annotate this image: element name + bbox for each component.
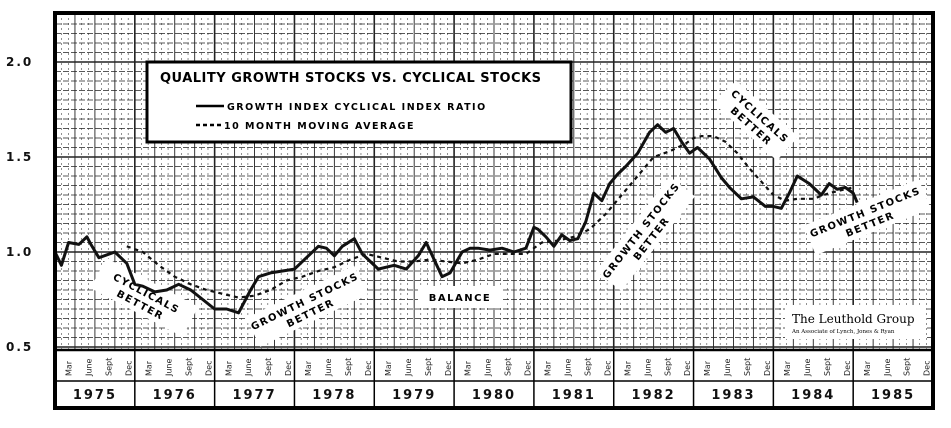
month-tick-label: Mar [65, 360, 74, 376]
brand-logo: The Leuthold Group An Associate of Lynch… [785, 305, 925, 339]
month-tick-label: Sept [105, 358, 114, 376]
month-tick-label: Mar [384, 360, 393, 376]
y-tick-label: 1.5 [6, 150, 33, 164]
legend-solid-label: GROWTH INDEX CYCLICAL INDEX RATIO [227, 102, 487, 113]
month-tick-label: June [883, 359, 892, 378]
ratio-line [53, 123, 859, 315]
y-tick-label: 1.0 [6, 245, 33, 259]
plot-lines [53, 123, 859, 315]
y-tick-label: 2.0 [6, 55, 33, 69]
month-tick-label: June [563, 359, 572, 378]
year-label: 1976 [153, 388, 197, 403]
month-tick-label: Mar [783, 360, 792, 376]
month-tick-label: June [484, 359, 493, 378]
month-tick-label: Mar [544, 360, 553, 376]
legend: QUALITY GROWTH STOCKS VS. CYCLICAL STOCK… [145, 60, 573, 144]
month-tick-label: Dec [284, 361, 293, 376]
y-tick-label: 0.5 [6, 340, 33, 354]
y-axis: 2.0 1.5 1.0 0.5 [6, 55, 33, 354]
month-tick-label: June [244, 359, 253, 378]
year-label: 1982 [632, 388, 676, 403]
month-tick-label: Dec [364, 361, 373, 376]
svg-text:An Associate of Lynch, Jones &: An Associate of Lynch, Jones & Ryan [791, 329, 895, 335]
month-tick-label: Mar [863, 360, 872, 376]
month-tick-label: Mar [224, 360, 233, 376]
month-tick-label: Dec [524, 361, 533, 376]
frame [53, 11, 935, 410]
month-tick-label: June [164, 359, 173, 378]
year-label: 1983 [711, 388, 755, 403]
month-tick-label: Dec [763, 361, 772, 376]
annotation-growth-better-1977: GROWTH STOCKS BETTER [246, 265, 369, 347]
month-tick-label: June [643, 359, 652, 378]
month-tick-label: Mar [703, 360, 712, 376]
month-tick-label: Dec [444, 361, 453, 376]
year-label: 1978 [312, 388, 356, 403]
month-tick-label: Sept [583, 358, 592, 376]
year-label: 1984 [791, 388, 835, 403]
month-tick-label: Mar [304, 360, 313, 376]
year-label: 1980 [472, 388, 516, 403]
month-tick-label: Dec [603, 361, 612, 376]
moving-average-line [126, 135, 854, 299]
month-tick-label: Sept [663, 358, 672, 376]
svg-text:BALANCE: BALANCE [429, 293, 492, 304]
month-tick-label: Sept [743, 358, 752, 376]
year-label: 1979 [392, 388, 436, 403]
year-label: 1975 [73, 388, 117, 403]
month-tick-label: Sept [344, 358, 353, 376]
month-tick-label: Dec [124, 361, 133, 376]
month-tick-label: June [723, 359, 732, 378]
month-tick-label: Dec [923, 361, 932, 376]
legend-dashed-label: 10 MONTH MOVING AVERAGE [224, 121, 415, 132]
month-tick-label: Dec [204, 361, 213, 376]
month-tick-label: Sept [184, 358, 193, 376]
month-tick-label: Mar [623, 360, 632, 376]
year-label: 1977 [232, 388, 276, 403]
month-tick-label: Dec [843, 361, 852, 376]
chart-title: QUALITY GROWTH STOCKS VS. CYCLICAL STOCK… [160, 71, 542, 86]
year-label: 1985 [871, 388, 915, 403]
month-tick-label: June [404, 359, 413, 378]
month-tick-label: June [803, 359, 812, 378]
month-tick-label: Dec [683, 361, 692, 376]
month-tick-label: Sept [424, 358, 433, 376]
month-tick-label: Sept [504, 358, 513, 376]
month-tick-label: Sept [264, 358, 273, 376]
annotation-balance: BALANCE [418, 286, 502, 308]
month-tick-label: June [85, 359, 94, 378]
year-label: 1981 [552, 388, 596, 403]
month-tick-label: Mar [464, 360, 473, 376]
svg-text:The Leuthold Group: The Leuthold Group [792, 312, 915, 326]
month-tick-label: June [324, 359, 333, 378]
month-tick-label: Sept [903, 358, 912, 376]
month-tick-label: Sept [823, 358, 832, 376]
annotation-cyclicals-better-1976: CYCLICALS BETTER [90, 257, 199, 337]
month-tick-label: Mar [144, 360, 153, 376]
x-axis: Mar June Sept Dec 1975 Mar June Sept Dec 1976 Mar J… [54, 348, 933, 408]
